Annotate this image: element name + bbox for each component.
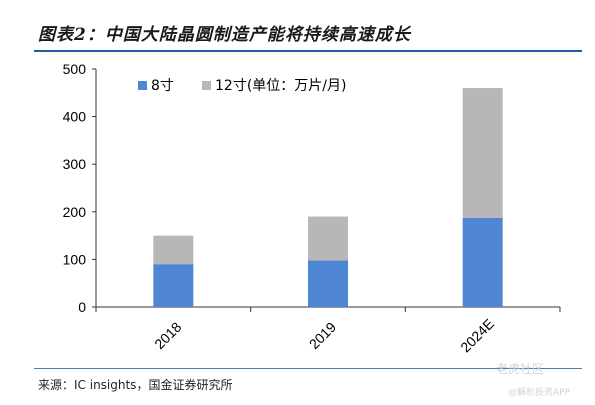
bar-segment-12inch (308, 216, 348, 261)
watermark-logo: 老虎社区 (496, 362, 545, 376)
legend-swatch (138, 81, 147, 90)
bar-segment-8inch (308, 260, 348, 307)
y-tick-label: 500 (63, 61, 87, 77)
bar-segment-8inch (462, 217, 503, 307)
legend-label: 8寸 (151, 78, 174, 94)
bar-segment-12inch (153, 235, 194, 265)
legend-label: 12寸(单位：万片/月) (215, 78, 346, 94)
y-tick-label: 100 (63, 251, 87, 267)
y-tick-label: 300 (63, 156, 87, 172)
title-divider (34, 50, 582, 52)
bar-segment-12inch (462, 88, 503, 218)
x-tick-label: 2019 (306, 319, 339, 352)
chart-title: 图表2：中国大陆晶圆制造产能将持续高速成长 (38, 25, 411, 45)
watermark-handle: @解析投资APP (508, 388, 571, 398)
legend-swatch (202, 81, 211, 90)
bar-segment-8inch (153, 264, 194, 307)
x-tick-label: 2024E (457, 315, 497, 355)
source-note: 来源：IC insights，国金证券研究所 (38, 378, 233, 392)
footer-divider (34, 368, 582, 369)
y-tick-label: 0 (78, 299, 86, 315)
y-tick-label: 400 (63, 109, 87, 125)
x-tick-label: 2018 (151, 319, 184, 352)
y-tick-label: 200 (63, 204, 87, 220)
